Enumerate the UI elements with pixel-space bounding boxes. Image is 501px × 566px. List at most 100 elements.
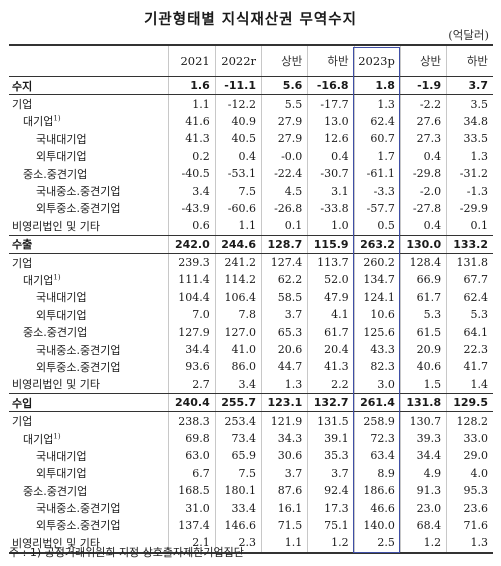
- table-cell: 40.9: [214, 112, 262, 131]
- table-row: 국내대기업 104.4 106.4 58.5 47.9 124.1 61.7 62.4: [9, 288, 493, 307]
- table-row: 비영리법인 및 기타 0.6 1.1 0.1 1.0 0.5 0.4 0.1: [9, 217, 493, 236]
- table-cell: -57.7: [353, 199, 401, 218]
- table-cell: -2.0: [399, 182, 447, 200]
- row-label: 수출: [9, 235, 169, 254]
- table-cell: 61.7: [307, 323, 355, 341]
- table-row: 국내중소.중견기업 3.4 7.5 4.5 3.1 -3.3 -2.0 -1.3: [9, 182, 493, 200]
- table-cell: -27.8: [399, 199, 447, 218]
- table-cell: 63.0: [168, 447, 216, 465]
- unit-label: (억달러): [448, 28, 489, 42]
- table-cell: -40.5: [168, 164, 216, 183]
- table-cell: 121.9: [261, 411, 308, 430]
- row-label-text: 국내중소.중견기업: [36, 502, 121, 516]
- table-cell: 2.3: [214, 534, 262, 554]
- row-label: 외투대기업: [9, 306, 169, 323]
- table-cell: 104.4: [168, 288, 216, 307]
- table-cell: 131.8: [399, 393, 447, 413]
- col-header: 상반: [261, 44, 308, 77]
- table-row: 국내대기업 41.3 40.5 27.9 12.6 60.7 27.3 33.5: [9, 130, 493, 148]
- table-row: 수지 1.6 -11.1 5.6 -16.8 1.8 -1.9 3.7: [9, 76, 493, 96]
- table-cell: 5.5: [261, 94, 308, 113]
- table-cell: 13.0: [307, 112, 355, 131]
- table-cell: 1.2: [399, 534, 447, 554]
- table-cell: 127.0: [214, 323, 262, 341]
- table-cell: 41.6: [168, 112, 216, 131]
- row-label: 외투중소.중견기업: [9, 200, 169, 217]
- table-row: 비영리법인 및 기타 2.1 2.3 1.1 1.2 2.5 1.2 1.3: [9, 534, 493, 554]
- table-cell: 106.4: [214, 288, 262, 307]
- table-body: 수지 1.6 -11.1 5.6 -16.8 1.8 -1.9 3.7 기업 1.1 -12.2 5.…: [9, 76, 493, 554]
- row-label: 중소.중견기업: [9, 482, 169, 499]
- table-cell: 0.1: [446, 217, 493, 236]
- col-header: 하반: [307, 44, 355, 77]
- table-row: 중소.중견기업 -40.5 -53.1 -22.4 -30.7 -61.1 -29.8 -31…: [9, 164, 493, 183]
- table-cell: 1.1: [168, 94, 216, 113]
- row-label-text: 수출: [12, 238, 33, 252]
- table-row: 국내중소.중견기업 31.0 33.4 16.1 17.3 46.6 23.0 23.6: [9, 499, 493, 517]
- table-cell: 238.3: [168, 411, 216, 430]
- table-cell: 3.4: [214, 375, 262, 395]
- table-cell: 33.4: [214, 499, 262, 517]
- table-cell: 10.6: [353, 306, 401, 324]
- table-cell: 114.2: [214, 271, 262, 289]
- table-cell: 65.9: [214, 447, 262, 465]
- table-row: 대기업1) 41.6 40.9 27.9 13.0 62.4 27.6 34.8: [9, 112, 493, 131]
- col-header: 2023p: [353, 44, 401, 77]
- row-label-text: 국내대기업: [36, 291, 87, 305]
- table-cell: 39.3: [399, 429, 447, 448]
- table-cell: 1.8: [353, 76, 401, 96]
- table-cell: 140.0: [353, 516, 401, 535]
- table-cell: 12.6: [307, 130, 355, 148]
- table-cell: 2.7: [168, 375, 216, 395]
- table-cell: 4.9: [399, 464, 447, 482]
- table-cell: -22.4: [261, 164, 308, 183]
- table-cell: 3.5: [446, 94, 493, 113]
- table-cell: 23.0: [399, 499, 447, 517]
- page-title: 기관형태별 지식재산권 무역수지: [144, 12, 357, 28]
- table-cell: 2.2: [307, 375, 355, 395]
- table-cell: 43.3: [353, 340, 401, 359]
- table-cell: 65.3: [261, 323, 308, 341]
- table-cell: 68.4: [399, 516, 447, 535]
- row-label: 국내중소.중견기업: [9, 182, 169, 199]
- table-cell: 23.6: [446, 499, 493, 517]
- table-cell: 133.2: [446, 235, 493, 254]
- table-cell: 33.0: [446, 429, 493, 448]
- table-cell: 3.7: [261, 306, 308, 324]
- table-cell: -31.2: [446, 164, 493, 183]
- table-cell: 239.3: [168, 253, 216, 272]
- table-cell: 27.9: [261, 130, 308, 148]
- table-cell: 1.3: [261, 375, 308, 395]
- table-cell: -11.1: [214, 76, 262, 96]
- table-cell: 131.8: [446, 253, 493, 272]
- table-cell: 0.5: [353, 217, 401, 236]
- table-cell: 1.1: [261, 534, 308, 554]
- table-cell: 91.3: [399, 481, 447, 500]
- header-blank: [9, 44, 169, 77]
- table-cell: 61.5: [399, 323, 447, 341]
- table-cell: -53.1: [214, 164, 262, 183]
- table-cell: 69.8: [168, 429, 216, 448]
- table-cell: 58.5: [261, 288, 308, 307]
- table-cell: -29.9: [446, 199, 493, 218]
- table-cell: 5.3: [399, 306, 447, 324]
- table-cell: 62.2: [261, 271, 308, 289]
- table-cell: 34.8: [446, 112, 493, 131]
- table-cell: 71.5: [261, 516, 308, 535]
- table-cell: 41.0: [214, 340, 262, 359]
- table-row: 중소.중견기업 127.9 127.0 65.3 61.7 125.6 61.5 64.1: [9, 323, 493, 341]
- row-label: 국내대기업: [9, 130, 169, 147]
- col-header: 상반: [399, 44, 447, 77]
- table-cell: 111.4: [168, 271, 216, 289]
- table-cell: 0.4: [214, 147, 262, 165]
- table-cell: 128.2: [446, 411, 493, 430]
- footnote-marker: 1): [53, 273, 61, 282]
- row-label: 대기업1): [9, 430, 169, 447]
- table-cell: 131.5: [307, 411, 355, 430]
- table-cell: 92.4: [307, 481, 355, 500]
- table-cell: -43.9: [168, 199, 216, 218]
- table-cell: 186.6: [353, 481, 401, 500]
- row-label: 국내중소.중견기업: [9, 499, 169, 516]
- row-label-text: 외투대기업: [36, 467, 87, 481]
- table-cell: 39.1: [307, 429, 355, 448]
